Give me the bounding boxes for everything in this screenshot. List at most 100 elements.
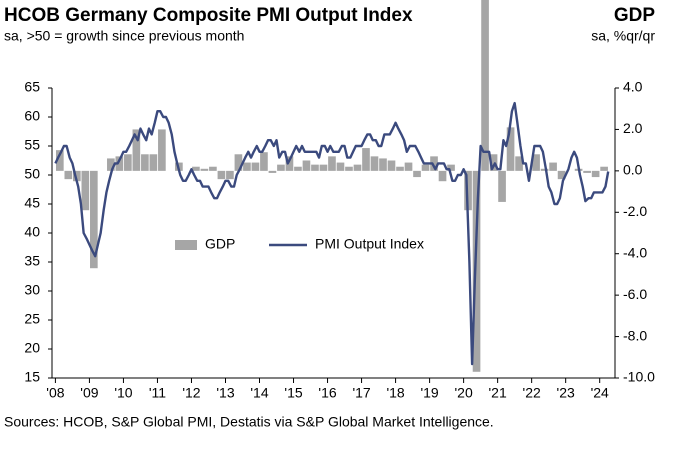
- x-tick-label: '10: [114, 385, 132, 401]
- y-tick-label: 15: [24, 369, 40, 385]
- gdp-bar: [557, 170, 566, 180]
- gdp-bar: [532, 154, 540, 171]
- gdp-bar: [192, 166, 200, 171]
- gdp-bar: [73, 170, 81, 182]
- pmi-line: [54, 101, 610, 366]
- gdp-bar: [251, 162, 260, 171]
- gdp-bar: [64, 170, 73, 180]
- source-note: Sources: HCOB, S&P Global PMI, Destatis …: [4, 414, 494, 430]
- gdp-bar: [447, 164, 455, 171]
- gdp-bar: [243, 162, 251, 171]
- y-tick-label: 65: [24, 79, 40, 95]
- gdp-bar: [55, 150, 64, 171]
- gdp-bar: [404, 162, 413, 171]
- gdp-bar: [124, 154, 132, 171]
- y-tick-label: 30: [24, 282, 40, 298]
- gdp-bar: [421, 164, 430, 171]
- y-tick-label: 55: [24, 137, 40, 153]
- gdp-bar: [353, 164, 362, 171]
- gdp-bar: [260, 152, 268, 171]
- gdp-bar: [234, 154, 243, 171]
- x-tick-label: '14: [250, 385, 268, 401]
- gdp-bar: [583, 170, 591, 173]
- y-tick-label: 20: [24, 340, 40, 356]
- x-tick-label: '21: [489, 385, 507, 401]
- y2-tick-label: 0.0: [623, 162, 643, 178]
- gdp-bar: [268, 170, 277, 173]
- gdp-bar: [362, 148, 370, 171]
- gdp-bar: [591, 170, 600, 178]
- gdp-bar: [277, 164, 285, 171]
- y-tick-label: 60: [24, 108, 40, 124]
- gdp-bar: [302, 160, 311, 171]
- gdp-bar: [285, 156, 294, 171]
- gdp-bar: [370, 156, 379, 171]
- x-tick-label: '20: [454, 385, 472, 401]
- gdp-bar: [549, 162, 557, 171]
- y2-tick-label: -10.0: [623, 369, 655, 385]
- gdp-bar: [132, 129, 141, 171]
- gdp-bar: [158, 129, 166, 171]
- gdp-bar: [328, 156, 336, 171]
- y2-tick-label: -6.0: [623, 286, 647, 302]
- gdp-bar: [540, 168, 549, 171]
- legend-label: PMI Output Index: [315, 236, 424, 252]
- y2-title: GDP: [614, 5, 656, 26]
- gdp-bar: [345, 166, 353, 171]
- y2-tick-label: -2.0: [623, 203, 647, 219]
- legend-label: GDP: [205, 236, 235, 252]
- gdp-bar: [472, 170, 481, 372]
- gdp-bar: [226, 170, 234, 180]
- x-tick-label: '18: [386, 385, 404, 401]
- x-tick-label: '09: [80, 385, 98, 401]
- gdp-bar: [115, 156, 124, 171]
- x-tick-label: '23: [557, 385, 575, 401]
- x-tick-label: '12: [182, 385, 200, 401]
- gdp-bar: [489, 154, 498, 171]
- chart-title: HCOB Germany Composite PMI Output Index: [4, 5, 413, 26]
- x-tick-label: '13: [216, 385, 234, 401]
- gdp-bar: [319, 164, 328, 171]
- gdp-bar: [600, 166, 608, 171]
- y-tick-label: 50: [24, 166, 40, 182]
- gdp-bar: [396, 166, 404, 171]
- x-tick-label: '19: [420, 385, 438, 401]
- x-tick-label: '17: [352, 385, 370, 401]
- x-tick-label: '24: [591, 385, 609, 401]
- gdp-bar: [217, 170, 226, 180]
- gdp-bar: [430, 156, 438, 171]
- y-tick-label: 40: [24, 224, 40, 240]
- gdp-bar: [438, 170, 447, 182]
- y-tick-label: 25: [24, 311, 40, 327]
- gdp-bar: [149, 154, 158, 171]
- gdp-bar: [311, 164, 319, 171]
- gdp-bar: [481, 0, 489, 171]
- gdp-bar: [200, 168, 209, 171]
- x-tick-label: '16: [318, 385, 336, 401]
- x-tick-label: '08: [46, 385, 64, 401]
- y-tick-label: 35: [24, 253, 40, 269]
- gdp-bar: [90, 170, 98, 269]
- legend-swatch: [175, 240, 197, 250]
- gdp-bar: [379, 158, 387, 171]
- x-tick-label: '15: [284, 385, 302, 401]
- gdp-bar: [413, 170, 421, 178]
- y-tick-label: 45: [24, 195, 40, 211]
- gdp-bar: [336, 162, 345, 171]
- y2-tick-label: -8.0: [623, 327, 647, 343]
- gdp-bar: [515, 156, 523, 171]
- x-tick-label: '22: [523, 385, 541, 401]
- gdp-bar: [387, 160, 396, 171]
- gdp-bar: [141, 154, 149, 171]
- chart-subtitle: sa, >50 = growth since previous month: [4, 28, 244, 44]
- gdp-bar: [107, 158, 115, 171]
- y2-tick-label: 2.0: [623, 120, 643, 136]
- y2-tick-label: 4.0: [623, 79, 643, 95]
- gdp-bar: [209, 166, 217, 171]
- y2-subtitle: sa, %qr/qr: [591, 28, 655, 44]
- gdp-bar: [506, 127, 515, 171]
- gdp-bar: [498, 170, 506, 202]
- x-tick-label: '11: [149, 385, 166, 401]
- y2-tick-label: -4.0: [623, 244, 647, 260]
